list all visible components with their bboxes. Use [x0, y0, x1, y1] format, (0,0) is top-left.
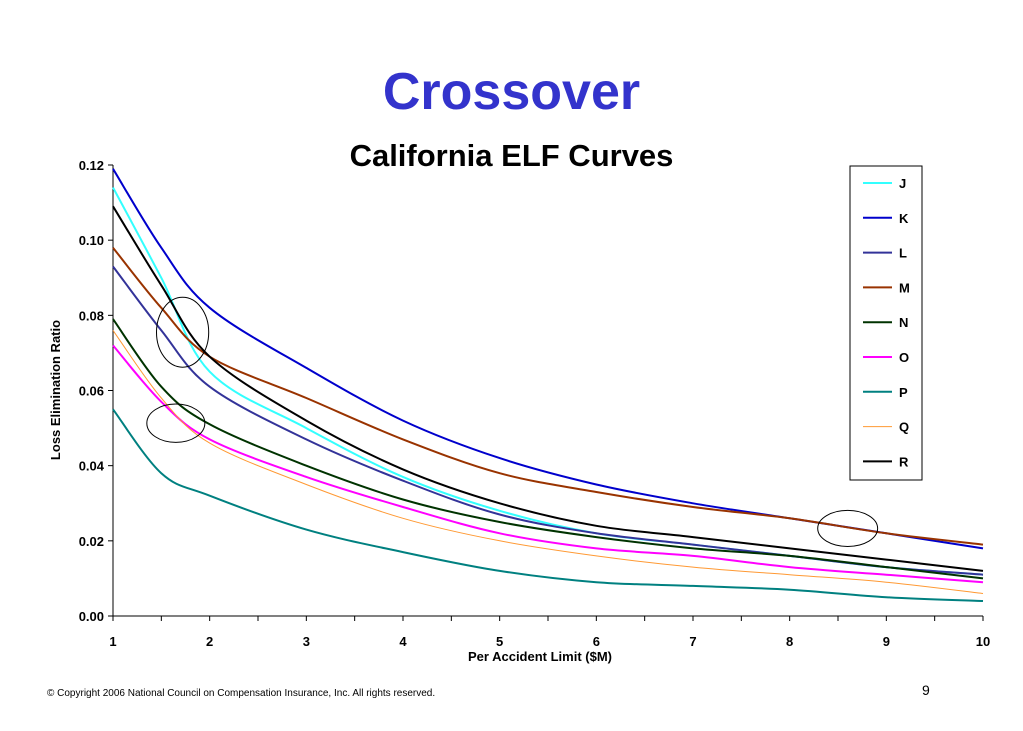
x-tick-label: 1: [109, 634, 116, 649]
legend-label-r: R: [899, 454, 909, 469]
x-tick-label: 5: [496, 634, 503, 649]
x-tick-label: 6: [593, 634, 600, 649]
legend-label-p: P: [899, 385, 908, 400]
crossover-ellipse-3: [817, 509, 879, 547]
legend-label-n: N: [899, 315, 908, 330]
crossover-ellipse-2: [146, 403, 206, 443]
x-tick-label: 10: [976, 634, 990, 649]
x-tick-label: 7: [689, 634, 696, 649]
y-tick-label: 0.04: [79, 459, 105, 474]
y-axis-label: Loss Elimination Ratio: [48, 320, 63, 460]
legend: J K L M N O P Q R: [849, 165, 923, 481]
y-tick-label: 0.12: [79, 158, 104, 173]
legend-label-o: O: [899, 350, 909, 365]
legend-label-k: K: [899, 211, 909, 226]
axes-group: 0.00 0.02 0.04 0.06 0.08 0.10 0.12 1 2 3 4 5 6 7 8 9 10: [79, 158, 991, 649]
y-tick-label: 0.08: [79, 308, 104, 323]
legend-label-l: L: [899, 246, 907, 261]
series-line-n: [112, 318, 984, 580]
x-tick-label: 9: [883, 634, 890, 649]
x-axis-label: Per Accident Limit ($M): [468, 649, 612, 664]
copyright-notice: © Copyright 2006 National Council on Com…: [47, 688, 436, 699]
chart-title: California ELF Curves: [349, 138, 674, 173]
page-number: 9: [922, 682, 930, 698]
x-tick-label: 2: [206, 634, 213, 649]
x-tick-label: 8: [786, 634, 793, 649]
series-line-q: [112, 330, 984, 594]
y-tick-label: 0.00: [79, 609, 104, 624]
x-tick-label: 4: [399, 634, 407, 649]
y-tick-label: 0.02: [79, 534, 104, 549]
x-tick-label: 3: [303, 634, 310, 649]
slide-title: Crossover: [382, 63, 641, 121]
y-tick-label: 0.06: [79, 384, 104, 399]
y-tick-label: 0.10: [79, 233, 104, 248]
legend-label-j: J: [899, 176, 906, 191]
series-line-r: [112, 205, 984, 572]
legend-label-q: Q: [899, 420, 909, 435]
series-line-o: [112, 344, 984, 584]
series-line-p: [112, 408, 984, 602]
legend-label-m: M: [899, 280, 910, 295]
crossover-ellipse-1: [156, 296, 210, 368]
annotation-group: [146, 296, 879, 547]
